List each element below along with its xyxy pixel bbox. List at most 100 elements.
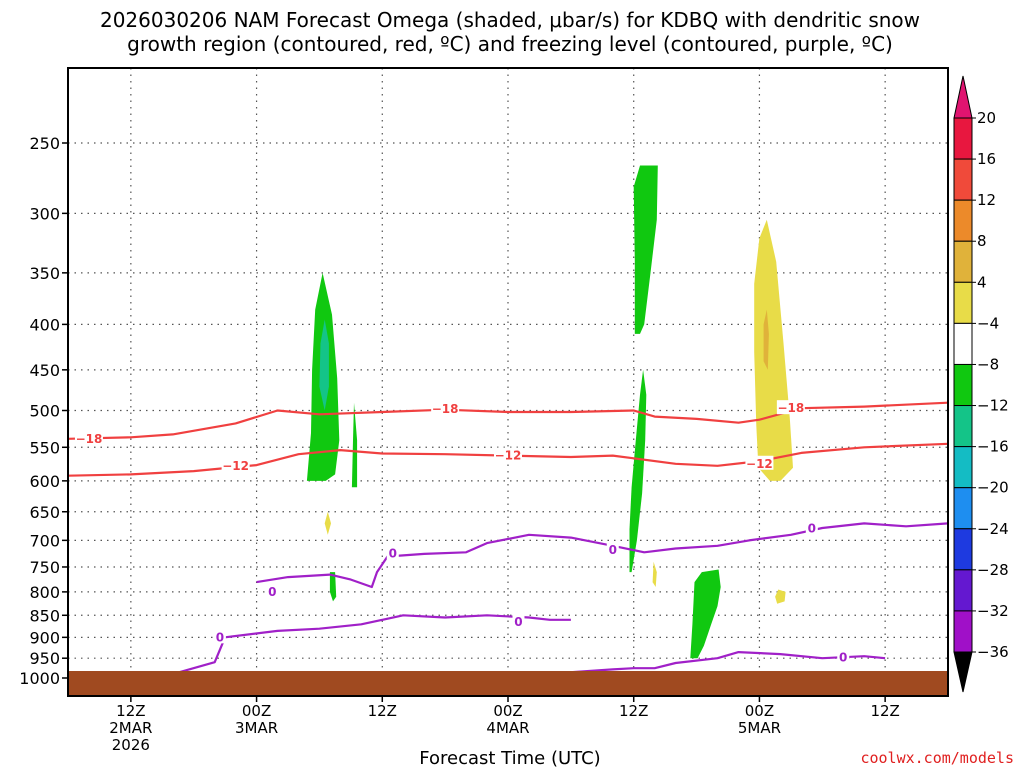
- contour-label-bg-1-0: [221, 457, 250, 472]
- x-tick-label-6-0: 12Z: [870, 702, 899, 720]
- y-axis: 250 300 350 400 450 500 550 600 650 700 750 800 850 9…: [19, 134, 68, 688]
- credit-text[interactable]: coolwx.com/models: [860, 749, 1014, 767]
- colorbar-tick-label-8: −16: [977, 438, 1009, 456]
- colorbar-tick-label-7: −12: [977, 397, 1009, 415]
- y-tick-label-950: 950: [29, 649, 60, 668]
- contour-label-bg-2-1: [512, 614, 525, 629]
- y-tick-label-500: 500: [29, 402, 60, 421]
- y-tick-label-350: 350: [29, 264, 60, 283]
- colorbar-tick-label-0: 20: [977, 109, 996, 127]
- contour-line-4: [570, 651, 886, 674]
- colorbar-cell-12: [953, 610, 973, 653]
- omega-shading: [306, 165, 793, 659]
- x-tick-label-0-2: 2026: [112, 736, 150, 754]
- colorbar-cell-4: [953, 281, 973, 324]
- contour-label-2-1: 0: [514, 615, 522, 629]
- colorbar-tick-label-12: −32: [977, 602, 1009, 620]
- x-tick-label-1-0: 00Z: [242, 702, 271, 720]
- colorbar-tick-label-9: −20: [977, 479, 1009, 497]
- y-tick-label-600: 600: [29, 472, 60, 491]
- colorbar-legend: 20 16 12 8 4 −4 −8 −12 −16 −20 −24 −28 −32 −36: [953, 75, 1009, 693]
- contour-label-1-0: −12: [222, 459, 249, 473]
- colorbar-tick-label-13: −36: [977, 643, 1009, 661]
- omega-area-3: [329, 572, 337, 602]
- x-tick-label-5-1: 5MAR: [738, 719, 781, 737]
- contour-label-2-0: 0: [216, 630, 224, 644]
- x-tick-label-3-0: 00Z: [493, 702, 522, 720]
- colorbar-top-arrow: [953, 75, 973, 119]
- colorbar-tick-label-11: −28: [977, 561, 1009, 579]
- colorbar-cell-3: [953, 240, 973, 283]
- colorbar-tick-label-5: −4: [977, 314, 999, 332]
- y-tick-label-650: 650: [29, 503, 60, 522]
- omega-area-8: [763, 309, 769, 370]
- omega-area-2: [351, 402, 358, 488]
- contour-label-bg-0-2: [776, 400, 805, 415]
- contour-lines: −18 −18 −18 −12 −12 −12 0 0 0 0 0 0 0: [67, 400, 949, 676]
- contour-label-bg-0-0: [74, 430, 103, 445]
- y-tick-label-1000: 1000: [19, 669, 60, 688]
- colorbar-cell-11: [953, 569, 973, 612]
- x-axis-label: Forecast Time (UTC): [419, 748, 600, 768]
- y-tick-label-700: 700: [29, 531, 60, 550]
- contour-label-0-2: −18: [777, 401, 804, 415]
- contour-label-0-1: −18: [432, 402, 459, 416]
- colorbar-tick-label-1: 16: [977, 150, 996, 168]
- y-tick-label-400: 400: [29, 315, 60, 334]
- contour-label-3-2: 0: [609, 543, 617, 557]
- colorbar-cell-5: [953, 322, 973, 365]
- contour-label-1-1: −12: [495, 449, 522, 463]
- y-tick-label-800: 800: [29, 583, 60, 602]
- y-tick-label-750: 750: [29, 558, 60, 577]
- contour-label-0-0: −18: [76, 432, 103, 446]
- contour-label-bg-1-2: [745, 455, 774, 470]
- colorbar-tick-label-6: −8: [977, 355, 999, 373]
- contour-label-1-2: −12: [746, 457, 773, 471]
- contour-label-3-3: 0: [808, 522, 816, 536]
- y-tick-label-250: 250: [29, 134, 60, 153]
- y-tick-label-850: 850: [29, 606, 60, 625]
- ground-terrain: [68, 671, 948, 696]
- plot-area: −18 −18 −18 −12 −12 −12 0 0 0 0 0 0 0: [67, 67, 949, 697]
- contour-label-bg-3-1: [386, 545, 399, 560]
- y-tick-label-550: 550: [29, 438, 60, 457]
- x-tick-label-0-1: 2MAR: [109, 719, 152, 737]
- chart-title-line-1: 2026030206 NAM Forecast Omega (shaded, μ…: [100, 8, 920, 32]
- colorbar-tick-label-2: 12: [977, 191, 996, 209]
- omega-area-10: [652, 561, 657, 587]
- contour-label-3-1: 0: [389, 546, 397, 560]
- colorbar-cell-2: [953, 199, 973, 242]
- contour-label-bg-3-3: [805, 520, 818, 535]
- contour-label-4-0: 0: [839, 650, 847, 664]
- colorbar-cell-1: [953, 158, 973, 201]
- contour-label-bg-0-1: [431, 400, 460, 415]
- contour-label-bg-3-2: [606, 542, 619, 557]
- omega-area-11: [775, 589, 786, 604]
- colorbar-cell-0: [953, 117, 973, 160]
- colorbar-bottom-arrow: [953, 651, 973, 693]
- chart-title-line-2: growth region (contoured, red, ºC) and f…: [127, 32, 893, 56]
- colorbar-tick-label-10: −24: [977, 520, 1009, 538]
- omega-area-7: [754, 219, 793, 481]
- colorbar-cell-6: [953, 363, 973, 407]
- contour-label-bg-2-0: [213, 629, 226, 644]
- y-tick-label-900: 900: [29, 628, 60, 647]
- omega-area-6: [690, 569, 721, 659]
- contour-label-bg-3-0: [266, 583, 279, 598]
- contour-label-3-0: 0: [268, 585, 276, 599]
- contour-label-bg-4-0: [837, 649, 850, 664]
- x-tick-label-5-0: 00Z: [745, 702, 774, 720]
- contour-label-bg-1-1: [494, 447, 522, 462]
- x-tick-label-3-1: 4MAR: [486, 719, 529, 737]
- colorbar-tick-label-4: 4: [977, 273, 987, 291]
- x-tick-label-0-0: 12Z: [116, 702, 145, 720]
- x-tick-label-1-1: 3MAR: [235, 719, 278, 737]
- colorbar-cell-7: [953, 405, 973, 448]
- omega-area-5: [629, 369, 647, 573]
- omega-area-4: [633, 165, 658, 334]
- omega-area-9: [324, 511, 331, 535]
- x-tick-label-4-0: 12Z: [619, 702, 648, 720]
- colorbar-cell-10: [953, 528, 973, 571]
